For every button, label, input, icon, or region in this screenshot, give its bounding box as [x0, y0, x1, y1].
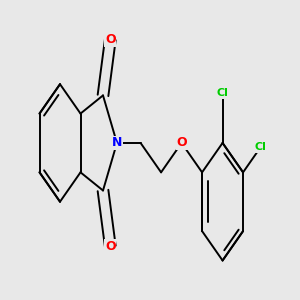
Text: N: N — [112, 136, 122, 149]
Text: O: O — [105, 33, 116, 46]
Text: O: O — [105, 240, 116, 253]
Text: Cl: Cl — [254, 142, 266, 152]
Text: Cl: Cl — [217, 88, 229, 98]
Text: O: O — [176, 136, 187, 149]
